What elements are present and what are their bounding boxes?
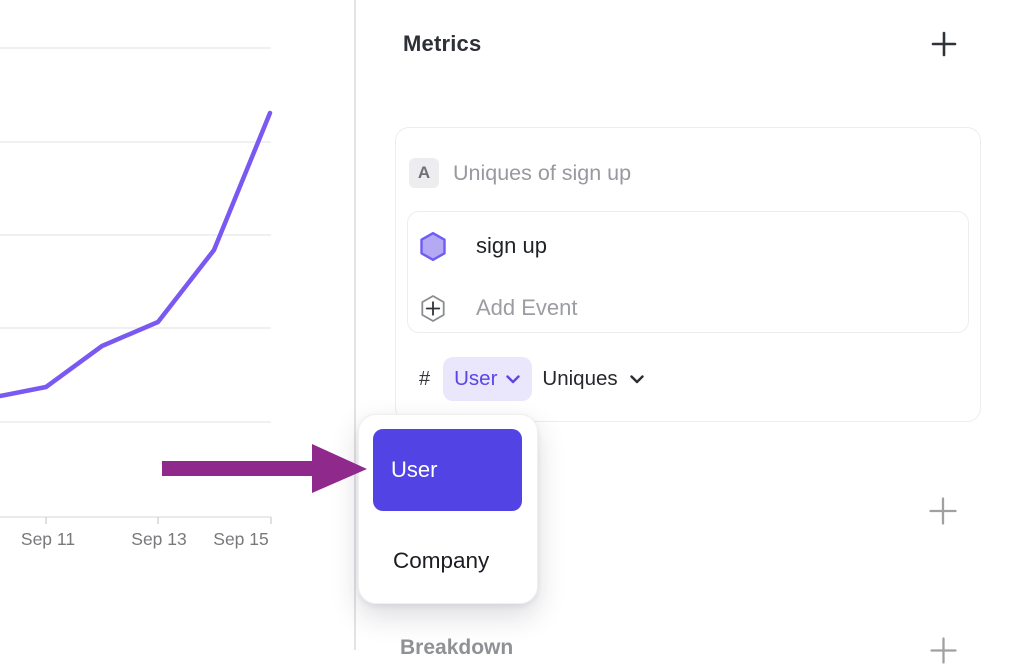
- add-filter-button[interactable]: [929, 497, 957, 525]
- measurement-row: # User Uniques: [396, 356, 980, 402]
- measurement-prefix: #: [419, 367, 431, 390]
- entity-type-value: User: [454, 367, 498, 390]
- metric-name-placeholder[interactable]: Uniques of sign up: [453, 160, 632, 185]
- x-tick-label: Sep 11: [21, 529, 75, 549]
- x-tick-label: Sep 13: [131, 529, 186, 549]
- line-chart-canvas: Sep 11 Sep 13 Sep 15: [0, 47, 273, 549]
- aggregation-value: Uniques: [542, 367, 618, 390]
- x-tick-label: Sep 15: [213, 529, 268, 549]
- metrics-section-title: Metrics: [403, 31, 482, 56]
- chart-series-line: [0, 110, 273, 399]
- event-row-sign-up[interactable]: sign up: [408, 220, 968, 272]
- panel-divider: [354, 0, 356, 650]
- entity-type-select[interactable]: User: [443, 357, 533, 401]
- event-hexagon-icon: [418, 231, 448, 262]
- arrow-annotation: [150, 430, 380, 500]
- line-chart: Sep 11 Sep 13 Sep 15: [0, 0, 360, 650]
- chevron-down-icon: [629, 374, 644, 383]
- add-breakdown-button[interactable]: [930, 637, 957, 664]
- entity-type-dropdown: User Company: [358, 414, 538, 604]
- metric-letter-badge: A: [409, 158, 439, 188]
- add-event-button[interactable]: Add Event: [408, 282, 968, 334]
- chart-gridlines: [0, 47, 271, 423]
- arrow-icon: [162, 444, 367, 493]
- dropdown-option-user[interactable]: User: [373, 429, 522, 511]
- add-event-hexagon-plus-icon: [418, 294, 448, 323]
- add-event-label: Add Event: [476, 295, 578, 320]
- chevron-down-icon: [506, 374, 521, 383]
- plus-icon: [931, 31, 957, 57]
- aggregation-select[interactable]: Uniques: [542, 357, 644, 401]
- event-card: sign up Add Event: [407, 211, 969, 333]
- metric-label-row: A Uniques of sign up: [409, 158, 631, 188]
- event-name: sign up: [476, 233, 547, 258]
- metric-card: A Uniques of sign up sign up Add Event #: [395, 127, 981, 422]
- plus-icon: [929, 497, 957, 525]
- add-metric-button[interactable]: [931, 31, 957, 57]
- plus-icon: [930, 637, 957, 664]
- dropdown-option-company[interactable]: Company: [373, 533, 522, 589]
- chart-x-axis: [0, 516, 272, 524]
- breakdown-section-title: Breakdown: [400, 636, 514, 659]
